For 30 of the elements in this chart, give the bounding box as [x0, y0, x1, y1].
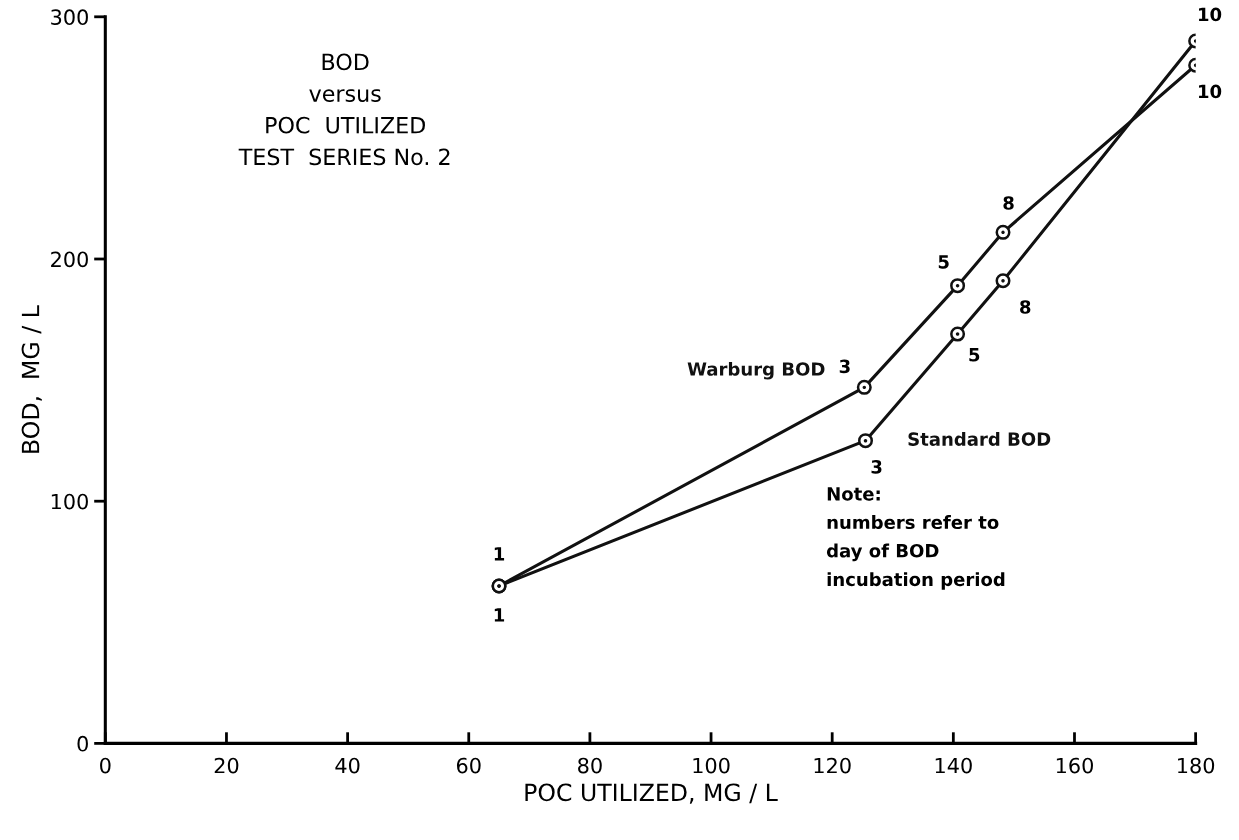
series-label: Warburg BOD	[687, 361, 825, 380]
x-tick-label: 120	[814, 757, 851, 774]
y-tick-label: 100	[51, 493, 88, 510]
series-label: Standard BOD	[908, 431, 1051, 446]
x-tick-label: 140	[935, 757, 972, 774]
x-tick-label: 180	[1178, 757, 1215, 774]
x-axis-title: POC UTILIZED, MG / L	[525, 783, 778, 804]
annotation: Note: numbers refer to day of BOD incubation period	[826, 487, 1005, 590]
y-tick-label: 200	[51, 251, 88, 268]
annotation: 3	[839, 359, 850, 374]
annotation: 5	[969, 348, 980, 362]
x-tick-label: 0	[100, 757, 111, 774]
annotation: 5	[938, 255, 949, 269]
x-tick-label: 80	[578, 757, 602, 774]
annotation: 8	[1003, 196, 1014, 210]
annotation: 10	[1199, 84, 1222, 99]
x-tick-label: 20	[214, 757, 239, 774]
annotation: 3	[871, 460, 882, 474]
y-tick-label: 300	[51, 9, 88, 26]
x-tick-label: 40	[335, 757, 360, 774]
x-tick-label: 100	[693, 757, 730, 774]
y-axis-title: BOD, MG / L	[21, 305, 42, 453]
y-tick-label: 0	[77, 735, 88, 752]
annotation: 10	[1199, 7, 1222, 22]
x-tick-label: 160	[1056, 757, 1093, 774]
text: BOD versus POC UTILIZED TEST SERIES No. 2	[238, 53, 450, 166]
x-tick-label: 60	[456, 757, 481, 774]
annotation: 1	[494, 608, 505, 622]
annotation: 8	[1020, 300, 1031, 314]
annotation: 1	[494, 547, 505, 561]
